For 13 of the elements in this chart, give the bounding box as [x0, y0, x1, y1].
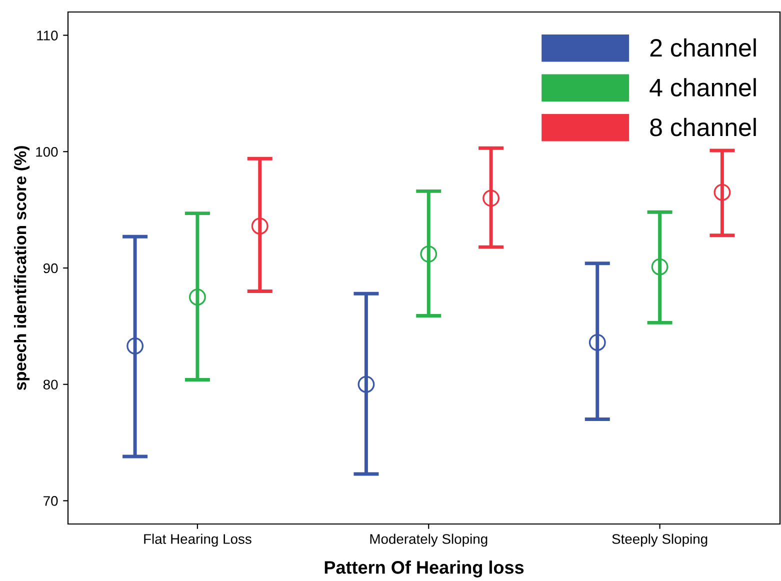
legend-label: 8 channel [650, 118, 756, 136]
y-axis-title: speech identification score (%) [14, 146, 30, 390]
x-axis-title: Pattern Of Hearing loss [324, 560, 524, 578]
y-tick-label: 100 [36, 146, 58, 157]
y-tick-label: 90 [43, 263, 58, 274]
x-tick-label: Flat Hearing Loss [144, 534, 252, 547]
y-tick-label: 70 [44, 496, 58, 506]
legend-label: 4 channel [650, 78, 756, 96]
y-tick-label: 80 [43, 380, 58, 390]
legend-label: 2 channel [650, 38, 756, 57]
x-tick-label: Moderately Sloping [370, 534, 488, 547]
x-tick-label: Steeply Sloping [612, 534, 708, 547]
y-tick-label: 110 [37, 30, 58, 40]
